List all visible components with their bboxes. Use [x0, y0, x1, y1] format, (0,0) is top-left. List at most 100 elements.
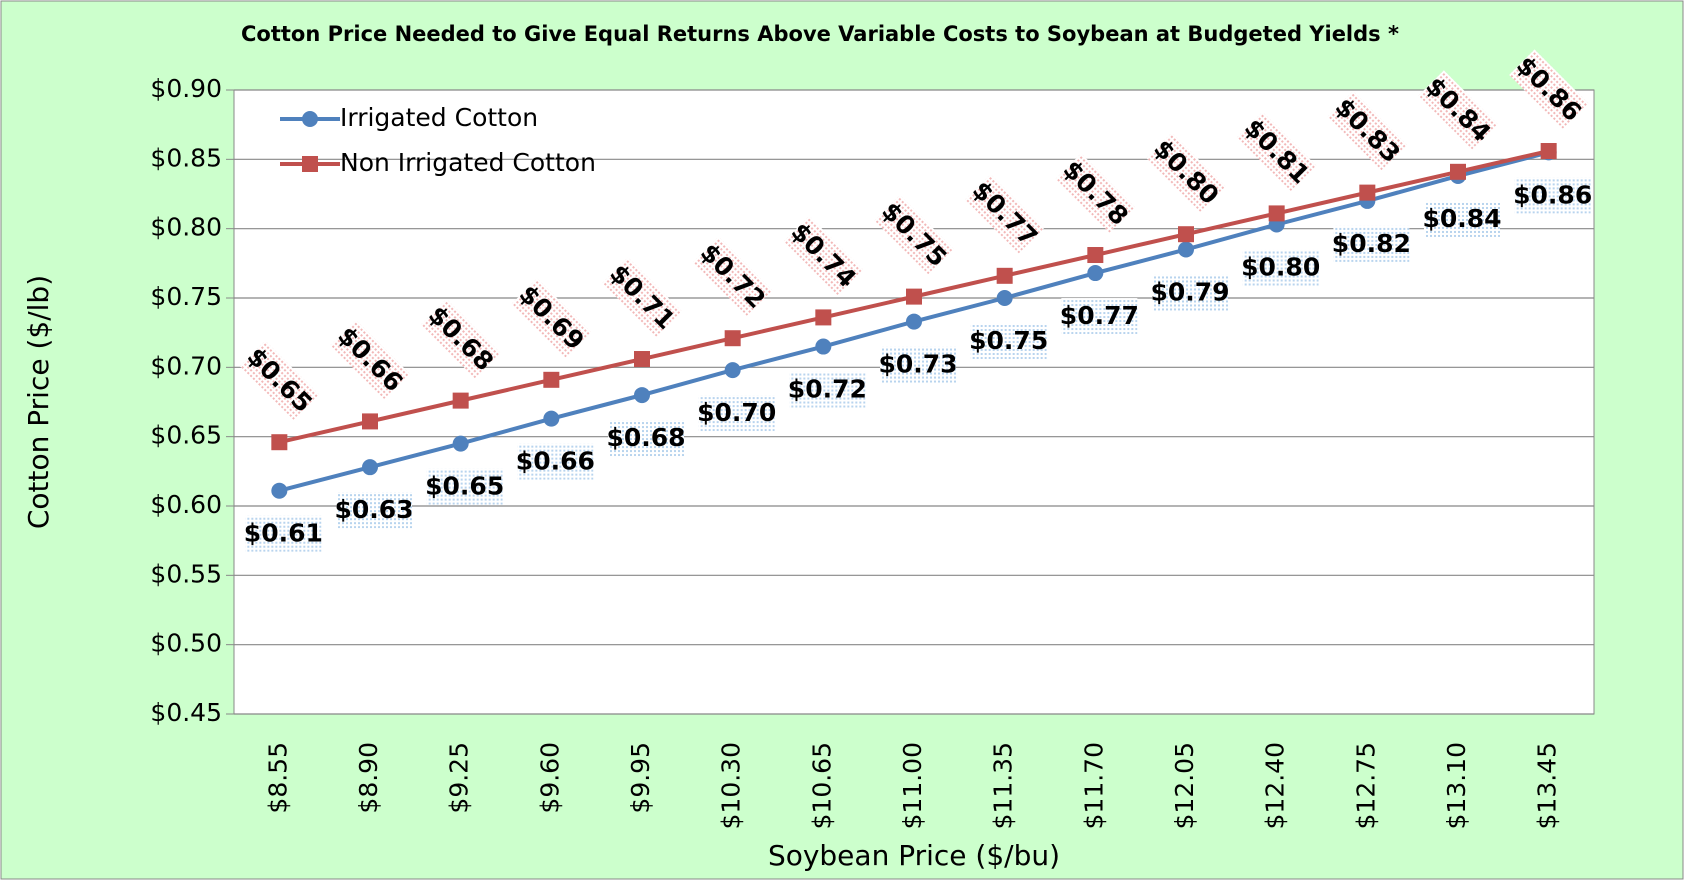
data-label-box	[1327, 91, 1407, 171]
x-tick-label: $13.45	[1533, 742, 1562, 829]
x-tick-label: $11.35	[989, 742, 1018, 829]
data-label: $0.77	[1060, 301, 1139, 330]
y-tick-label: $0.70	[150, 351, 222, 380]
point	[1178, 226, 1194, 243]
data-label: $0.66	[516, 447, 595, 476]
data-label: $0.68	[606, 423, 685, 452]
point	[634, 387, 650, 404]
x-axis-title: Soybean Price ($/bu)	[768, 839, 1060, 872]
x-tick-label: $12.05	[1170, 742, 1199, 829]
x-tick-label: $11.70	[1079, 742, 1108, 829]
x-tick-label: $10.30	[717, 742, 746, 829]
x-tick-label: $9.25	[445, 742, 474, 814]
data-label: $0.72	[788, 375, 867, 404]
data-label-box	[789, 371, 866, 408]
y-tick-label: $0.75	[150, 282, 222, 311]
legend-marker	[302, 156, 318, 172]
data-label-group: $0.70	[697, 395, 776, 432]
data-label-group: $0.80	[1241, 249, 1320, 286]
data-label-box	[1418, 70, 1498, 150]
point	[815, 309, 832, 326]
data-label-group: $0.66	[516, 443, 595, 480]
data-label: $0.79	[1150, 277, 1229, 306]
point	[724, 362, 741, 379]
point	[1178, 241, 1194, 258]
data-label-group: $0.68	[606, 420, 686, 457]
y-axis-title: Cotton Price ($/lb)	[22, 275, 55, 529]
data-label-box	[1424, 200, 1500, 237]
data-label-box	[970, 323, 1047, 359]
data-label-box	[1514, 177, 1591, 214]
y-tick-label: $0.65	[150, 421, 222, 450]
data-label-box	[1237, 111, 1317, 192]
data-label-box	[965, 174, 1045, 254]
point	[1268, 205, 1285, 222]
point	[906, 288, 922, 305]
data-label-box	[1146, 132, 1226, 212]
point	[724, 330, 741, 347]
point	[452, 435, 469, 452]
y-tick-label: $0.50	[150, 629, 222, 658]
data-label-group: $0.82	[1332, 225, 1411, 262]
data-label-group: $0.63	[334, 492, 414, 529]
y-tick-label: $0.45	[150, 698, 222, 727]
x-tick-label: $13.10	[1442, 742, 1471, 829]
data-label-group: $0.73	[878, 346, 958, 383]
point	[634, 351, 650, 368]
x-tick-label: $11.00	[898, 742, 927, 829]
point	[362, 413, 378, 430]
data-label: $0.80	[1241, 253, 1320, 282]
data-label-box	[698, 395, 775, 432]
data-label: $0.75	[969, 326, 1048, 355]
data-label: $0.65	[425, 472, 504, 501]
data-label-box	[336, 492, 412, 529]
y-tick-label: $0.60	[150, 490, 222, 519]
x-tick-label: $8.90	[354, 742, 383, 814]
point	[543, 410, 560, 427]
legend-label: Irrigated Cotton	[340, 103, 538, 132]
point	[815, 338, 832, 355]
legend-marker	[302, 111, 318, 127]
data-label-group: $0.79	[1150, 274, 1230, 311]
data-label-box	[874, 195, 954, 275]
data-label-group: $0.75	[969, 323, 1048, 359]
x-tick-label: $12.40	[1261, 742, 1290, 829]
data-label-box	[693, 236, 773, 316]
point	[543, 371, 560, 388]
data-label-group: $0.86	[1513, 177, 1592, 214]
data-label-box	[245, 515, 322, 552]
data-label-box	[602, 257, 682, 337]
data-label-box	[330, 319, 410, 400]
y-tick-label: $0.55	[150, 559, 222, 588]
data-label-group: $0.65	[425, 468, 504, 505]
y-tick-label: $0.90	[150, 74, 222, 103]
data-label-box	[1509, 49, 1589, 129]
point	[996, 267, 1013, 284]
point	[996, 290, 1013, 306]
data-label-box	[517, 443, 594, 480]
data-label-box	[880, 346, 956, 383]
data-label: $0.73	[878, 350, 957, 379]
point	[1087, 265, 1104, 282]
data-label-box	[783, 215, 863, 296]
plot-area	[233, 89, 1595, 715]
point	[1359, 184, 1376, 201]
data-label-box	[608, 420, 684, 457]
x-tick-label: $9.60	[535, 742, 564, 814]
point	[271, 434, 288, 451]
point	[906, 313, 922, 330]
point	[362, 459, 378, 476]
x-tick-label: $10.65	[807, 742, 836, 829]
data-label-box	[1152, 274, 1228, 311]
data-label-box	[421, 299, 501, 379]
x-tick-label: $8.55	[263, 742, 292, 814]
data-label-box	[239, 340, 319, 420]
point	[1540, 143, 1557, 160]
y-tick-label: $0.80	[150, 213, 222, 242]
y-tick-label: $0.85	[150, 143, 222, 172]
data-label: $0.61	[244, 519, 323, 548]
point	[271, 482, 288, 499]
data-label-box	[426, 468, 503, 505]
chart-title: Cotton Price Needed to Give Equal Return…	[241, 22, 1399, 46]
